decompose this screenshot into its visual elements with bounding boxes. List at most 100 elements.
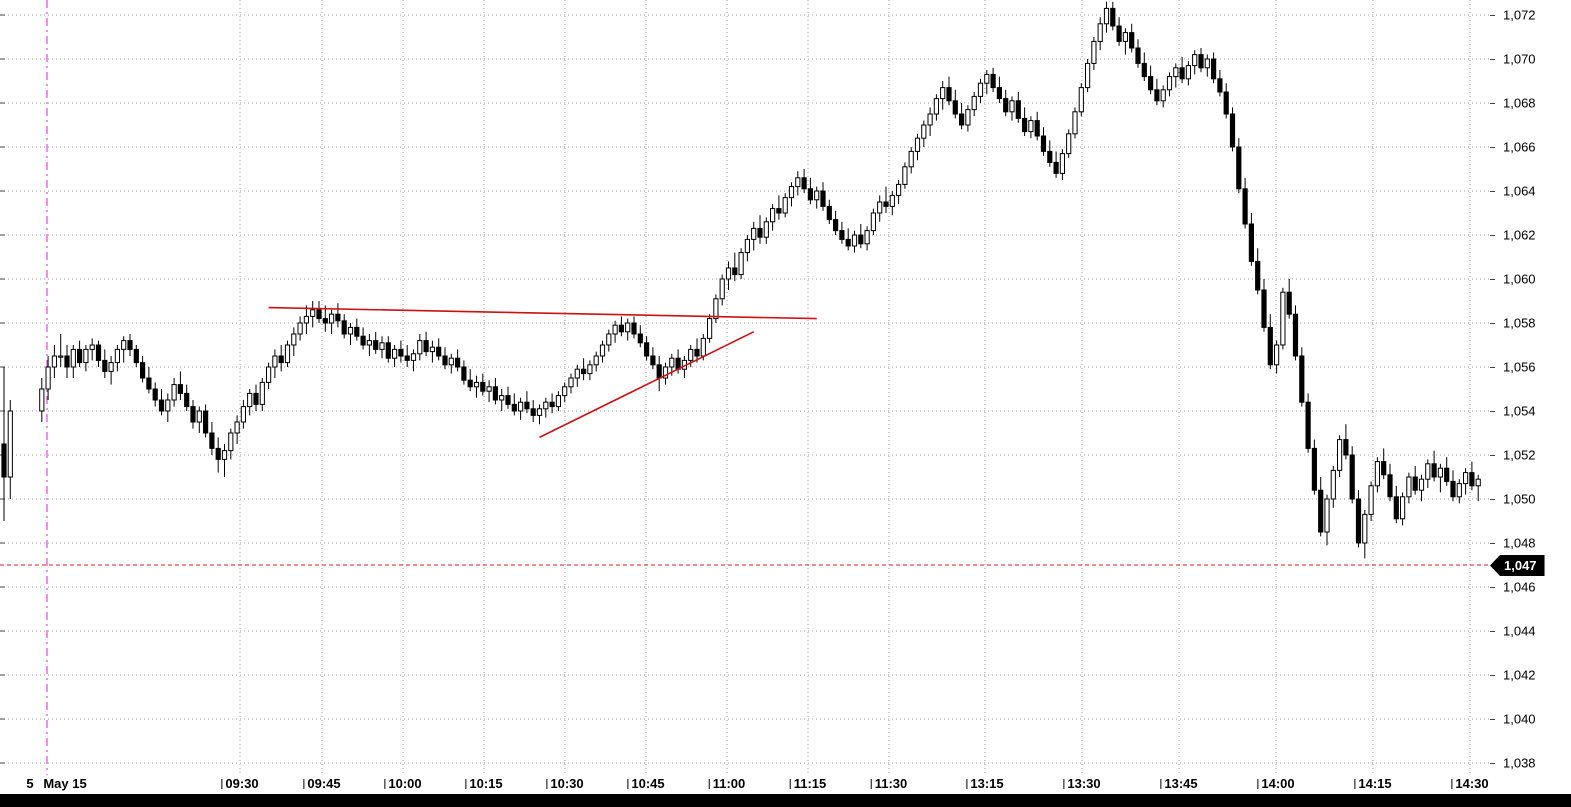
- candle-down: [467, 379, 473, 388]
- candle-up: [902, 166, 908, 185]
- candle-up: [284, 344, 291, 364]
- candle-up: [1192, 54, 1198, 67]
- candle-down: [335, 313, 341, 322]
- time-axis-tick: [870, 779, 872, 789]
- candle-down: [1450, 480, 1456, 498]
- candle-up: [1078, 87, 1084, 113]
- candle-up: [1337, 439, 1343, 471]
- price-axis-tick: [1490, 323, 1495, 324]
- candle-up: [795, 177, 801, 188]
- candle-up: [89, 344, 95, 350]
- candle-down: [1318, 489, 1324, 533]
- trendline-annotation[interactable]: [539, 331, 755, 439]
- candle-down: [1261, 289, 1267, 328]
- candle-down: [404, 355, 410, 361]
- price-axis-tick: [1490, 147, 1495, 148]
- candle-up: [744, 238, 750, 254]
- candle-up: [310, 309, 316, 317]
- date-axis-label: May 15: [43, 776, 87, 791]
- candle-up: [58, 355, 64, 358]
- candle-down: [102, 359, 108, 372]
- bottom-bar: [0, 794, 1571, 807]
- candle-down: [511, 403, 517, 412]
- candle-up: [51, 355, 57, 368]
- price-axis-label: 1,056: [1503, 359, 1536, 375]
- candle-down: [203, 410, 209, 434]
- candle-down: [732, 267, 738, 276]
- price-axis[interactable]: 1,047 1,072 1,070 1,068 1,066 1,064 1,062 1,06…: [1490, 0, 1571, 775]
- candle-down: [845, 238, 851, 247]
- candle-up: [1122, 32, 1129, 42]
- candle-down: [1217, 78, 1223, 93]
- candle-up: [499, 395, 505, 401]
- candle-down: [1387, 474, 1393, 498]
- candle-down: [807, 188, 813, 201]
- candle-down: [1135, 47, 1141, 64]
- candle-down: [959, 113, 965, 126]
- candle-down: [530, 408, 536, 416]
- price-axis-label: 1,052: [1503, 447, 1536, 463]
- candle-up: [1274, 344, 1280, 366]
- candle-up: [536, 408, 543, 416]
- candle-up: [593, 355, 599, 366]
- candle-down: [436, 346, 442, 357]
- candle-up: [379, 342, 385, 350]
- time-axis-label: 09:30: [221, 776, 259, 791]
- candle-down: [801, 177, 807, 190]
- candle-down: [423, 340, 429, 353]
- time-axis-tick: [546, 779, 548, 789]
- candle-down: [146, 377, 152, 390]
- candle-up: [297, 322, 303, 335]
- price-axis-tick: [1490, 191, 1495, 192]
- price-axis-tick: [1490, 719, 1495, 720]
- candle-up: [719, 278, 725, 300]
- candle-up: [1009, 100, 1015, 113]
- price-axis-tick: [1490, 411, 1495, 412]
- candle-up: [814, 190, 820, 201]
- candle-down: [1148, 76, 1154, 91]
- candle-up: [228, 432, 234, 452]
- candle-up: [366, 340, 372, 346]
- time-axis-label: 14:15: [1354, 776, 1392, 791]
- candle-down: [1129, 32, 1135, 49]
- chart-plot-area[interactable]: [0, 0, 1490, 775]
- price-axis-tick: [1490, 235, 1495, 236]
- candle-down: [1040, 135, 1047, 152]
- time-axis[interactable]: 5 May 15 09:30 09:45 10:00 10:15 10:30 10:45 11:…: [0, 775, 1571, 794]
- candle-up: [1418, 478, 1425, 491]
- price-axis-label: 1,070: [1503, 51, 1536, 67]
- candle-up: [1185, 65, 1192, 80]
- time-axis-label: 10:15: [465, 776, 503, 791]
- candle-up: [70, 348, 76, 368]
- candle-up: [39, 388, 45, 412]
- time-axis-tick: [708, 779, 710, 789]
- time-axis-tick: [1354, 779, 1356, 789]
- candle-up: [259, 381, 265, 405]
- candle-down: [1349, 454, 1355, 500]
- candle-up: [392, 348, 398, 359]
- candle-up: [1204, 58, 1210, 69]
- last-price-tag: 1,047: [1490, 555, 1545, 576]
- time-axis-label: 10:00: [384, 776, 422, 791]
- trendline-annotation[interactable]: [268, 306, 817, 320]
- candle-down: [1141, 62, 1147, 78]
- candle-up: [114, 348, 121, 364]
- time-axis-label: 14:30: [1451, 776, 1489, 791]
- time-axis-tick: [966, 779, 968, 789]
- candle-up: [1028, 120, 1034, 133]
- candle-up: [782, 197, 788, 214]
- candle-up: [410, 353, 417, 361]
- candle-down: [1110, 7, 1116, 27]
- candle-down: [581, 368, 587, 375]
- candle-down: [1116, 25, 1122, 42]
- date-axis-label: 5: [26, 776, 34, 791]
- candle-up: [1280, 291, 1286, 346]
- time-axis-label: 11:15: [789, 776, 826, 791]
- candle-up: [1437, 467, 1444, 478]
- candle-down: [1229, 113, 1236, 148]
- candle-down: [776, 208, 782, 214]
- price-axis-label: 1,046: [1503, 579, 1536, 595]
- time-axis-tick: [303, 779, 305, 789]
- candle-up: [984, 73, 990, 84]
- candle-down: [1444, 467, 1450, 482]
